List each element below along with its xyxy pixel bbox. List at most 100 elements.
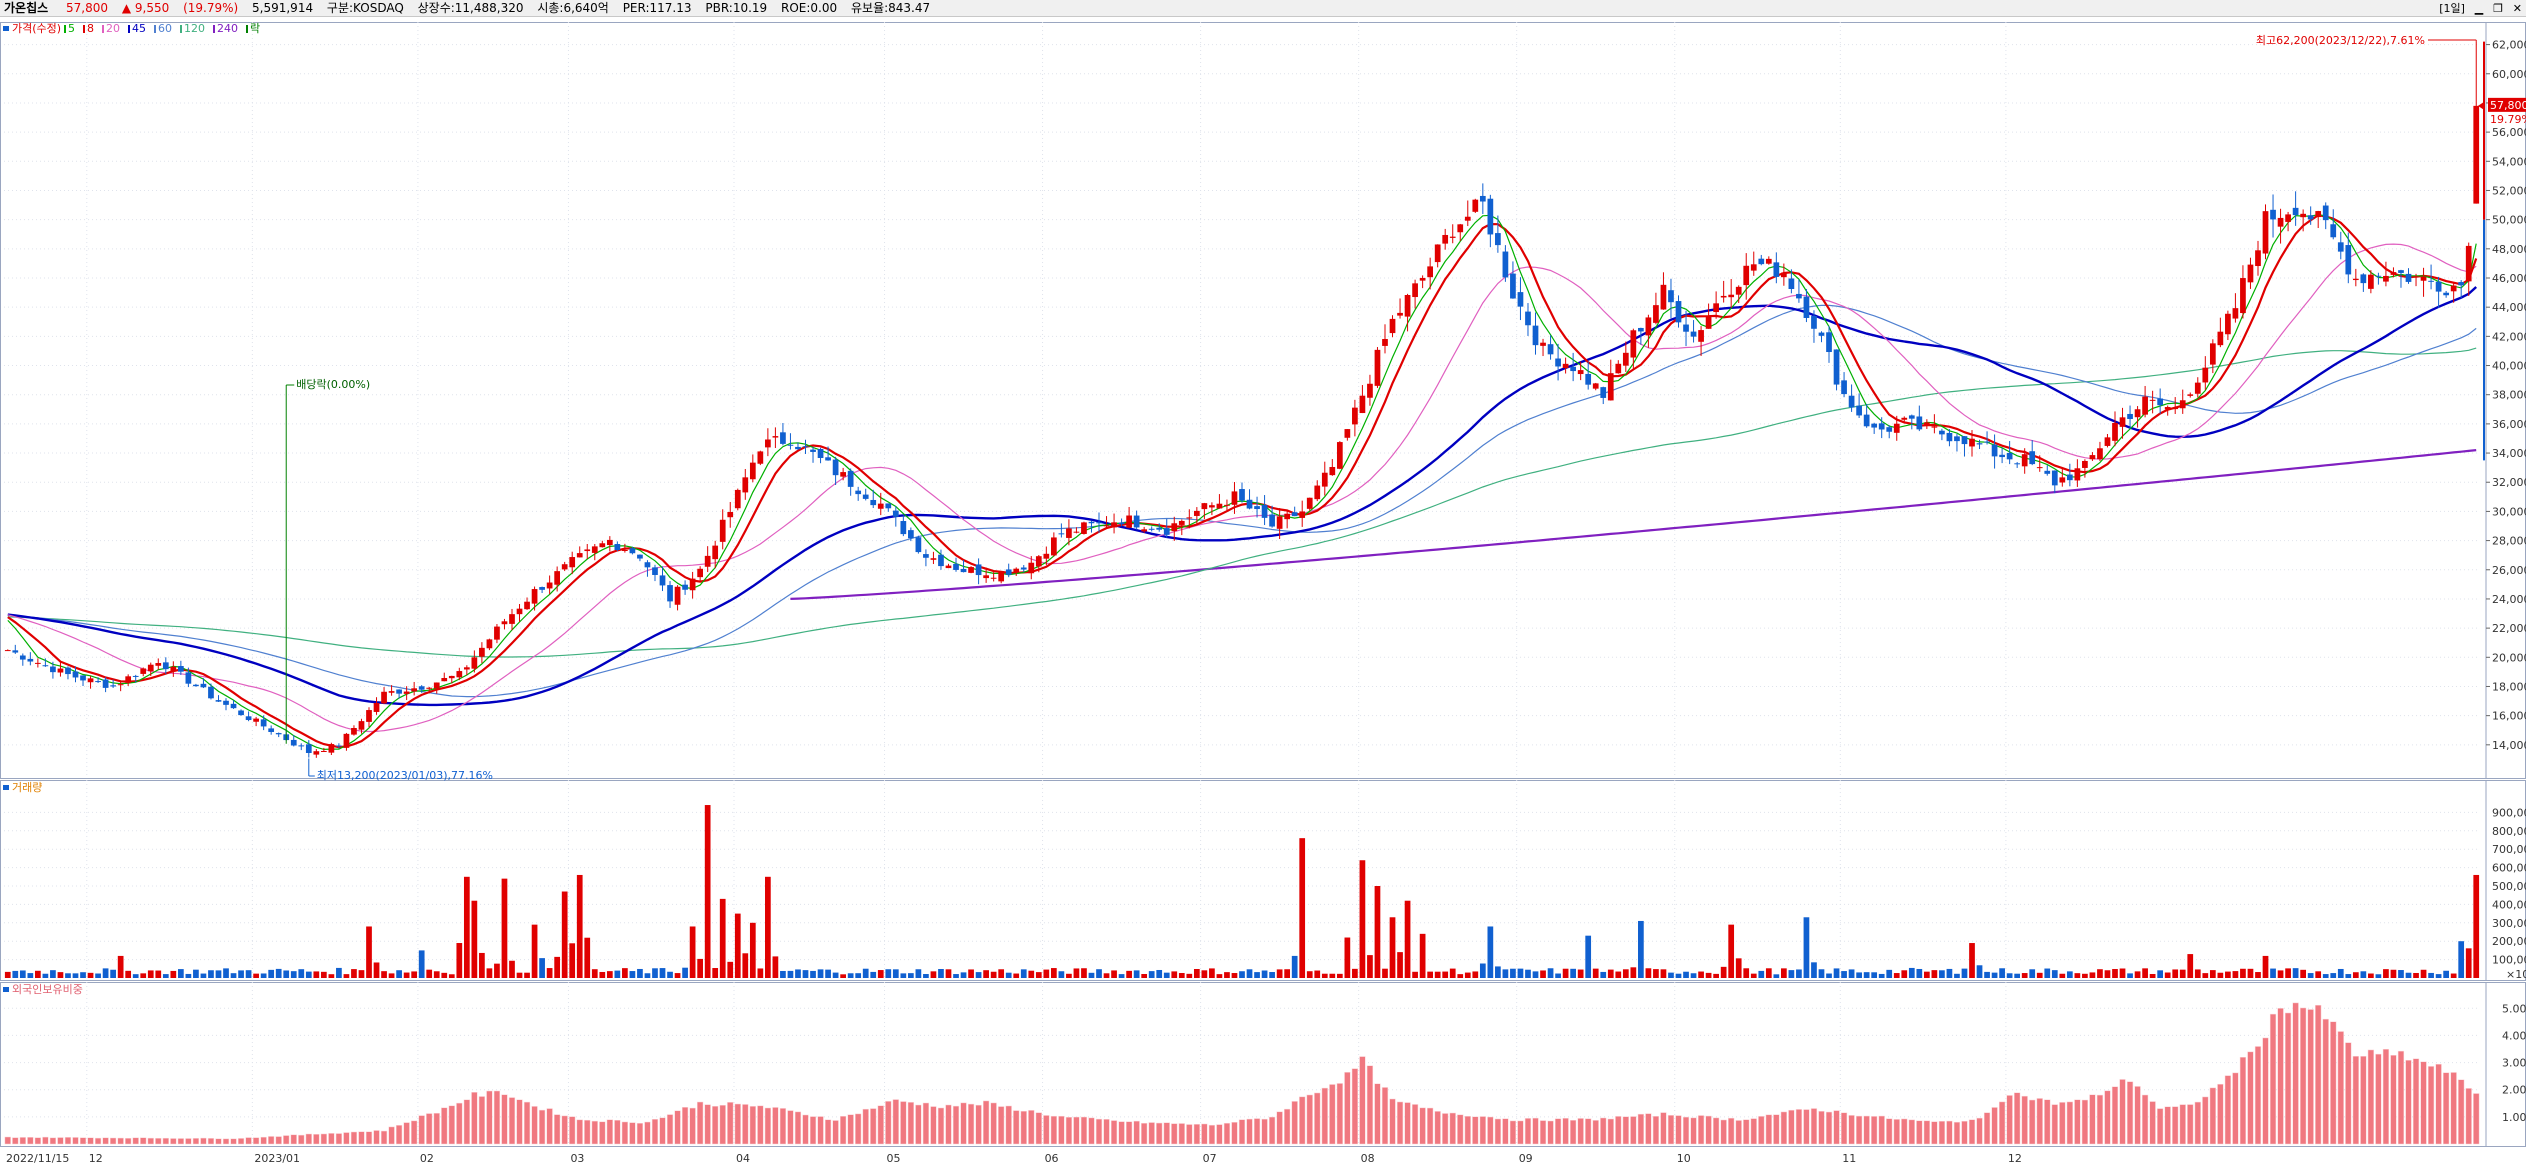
foreign-ratio-bar: [2051, 1104, 2058, 1145]
volume-bar: [765, 876, 771, 978]
candle-body: [1577, 370, 1584, 375]
candle-body: [1991, 444, 1998, 457]
candle-body: [719, 519, 726, 542]
foreign-ratio-bar: [2390, 1055, 2397, 1145]
volume-bar: [1344, 937, 1351, 978]
candle-body: [65, 667, 71, 675]
candle-body: [1389, 318, 1396, 334]
candle-body: [1517, 292, 1524, 307]
volume-bar: [2006, 973, 2013, 978]
foreign-ratio-bar: [2307, 1009, 2314, 1145]
close-icon[interactable]: ✕: [2512, 2, 2522, 15]
volume-bar: [2097, 969, 2103, 978]
foreign-ratio-bar: [433, 1112, 440, 1145]
candle-body: [900, 521, 907, 535]
foreign-ratio-bar: [1735, 1120, 1742, 1145]
candle-body: [795, 446, 801, 450]
candle-body: [403, 691, 410, 694]
candle-body: [185, 672, 192, 684]
volume-bar: [1931, 970, 1938, 978]
candle-body: [2119, 417, 2126, 427]
foreign-ratio-bar: [1983, 1112, 1991, 1145]
foreign-ratio-bar: [2435, 1063, 2442, 1145]
foreign-ratio-bar: [2029, 1099, 2036, 1145]
price-tick-label: 56,000: [2492, 126, 2526, 139]
volume-bar: [162, 974, 169, 978]
price-tick-label: 48,000: [2492, 243, 2526, 256]
candle-body: [689, 578, 696, 591]
volume-bar: [200, 973, 207, 978]
volume-bar: [2134, 971, 2141, 978]
candle-body: [1412, 283, 1418, 298]
volume-bar: [1299, 838, 1306, 978]
restore-icon[interactable]: ❐: [2493, 2, 2503, 15]
volume-bar: [900, 973, 907, 978]
foreign-ratio-bar: [734, 1103, 741, 1145]
foreign-ratio-bar: [1193, 1124, 1200, 1145]
candle-body: [1570, 366, 1576, 372]
foreign-ratio-bar: [448, 1105, 455, 1145]
volume-bar: [305, 971, 312, 978]
foreign-ratio-bar: [245, 1137, 252, 1145]
candle-body: [200, 683, 207, 688]
volume-bar: [448, 974, 455, 978]
volume-bar: [983, 970, 989, 978]
candle-body: [1201, 503, 1208, 510]
volume-bar: [1216, 974, 1223, 978]
candle-body: [990, 577, 997, 579]
candle-body: [840, 472, 846, 477]
candle-body: [463, 667, 470, 670]
foreign-ratio-bar: [1201, 1123, 1208, 1145]
candle-body: [27, 658, 34, 662]
volume-bar: [1495, 966, 1501, 978]
candle-body: [1841, 380, 1847, 395]
candle-body: [2187, 394, 2194, 396]
volume-bar: [712, 968, 719, 978]
foreign-ratio-bar: [817, 1116, 824, 1145]
foreign-ratio-bar: [870, 1108, 877, 1145]
volume-bar: [561, 891, 568, 978]
volume-bar: [2315, 971, 2322, 978]
volume-bar: [2074, 973, 2081, 978]
price-tick-label: 36,000: [2492, 418, 2526, 431]
candle-body: [1931, 426, 1938, 428]
foreign-ratio-bar: [554, 1114, 561, 1145]
foreign-ratio-bar: [1299, 1096, 1306, 1145]
foreign-ratio-bar: [2330, 1021, 2337, 1145]
period-button[interactable]: [1일]: [2439, 2, 2465, 15]
candle-body: [2428, 280, 2434, 282]
foreign-ratio-bar: [2382, 1048, 2390, 1145]
volume-bar: [2066, 971, 2073, 978]
candle-body: [501, 621, 508, 625]
price-tick-label: 26,000: [2492, 564, 2526, 577]
volume-bar: [230, 973, 237, 978]
foreign-ratio-bar: [1968, 1119, 1976, 1145]
foreign-ratio-bar: [666, 1114, 674, 1145]
candle-body: [1773, 262, 1780, 277]
volume-tick-label: 800,000: [2492, 825, 2526, 838]
candle-body: [1585, 373, 1592, 385]
foreign-ratio-bar: [486, 1090, 493, 1145]
candle-body: [2014, 463, 2021, 465]
candle-body: [1329, 466, 1336, 476]
volume-bar: [667, 971, 673, 978]
candle-body: [1261, 504, 1268, 518]
candle-body: [569, 557, 576, 568]
foreign-ratio-bar: [501, 1094, 508, 1145]
foreign-ratio-bar: [922, 1102, 930, 1145]
per-value: PER:117.13: [622, 1, 692, 15]
volume-bar: [637, 968, 643, 978]
foreign-ratio-bar: [952, 1105, 960, 1145]
volume-bar: [1788, 970, 1795, 978]
volume-bar: [381, 971, 387, 978]
candle-body: [1141, 529, 1148, 532]
legend-ma-label: 60: [158, 22, 172, 35]
minimize-icon[interactable]: ▁: [2474, 2, 2484, 15]
candle-body: [1163, 528, 1170, 535]
volume-bar: [870, 971, 877, 978]
candle-body: [787, 444, 794, 446]
volume-bar: [960, 972, 967, 978]
foreign-ratio-bar: [2473, 1093, 2480, 1145]
volume-bar: [1374, 886, 1381, 978]
